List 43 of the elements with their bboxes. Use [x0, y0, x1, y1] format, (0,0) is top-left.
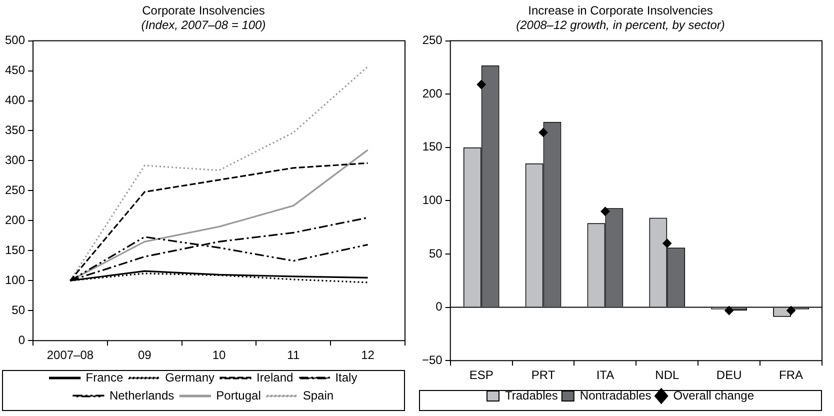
legend-label: Germany: [165, 370, 215, 384]
x-tick-label: 10: [212, 348, 226, 362]
legend-label: Portugal: [216, 388, 261, 402]
legend-label: Italy: [335, 370, 358, 384]
y-tick-label: 100: [422, 193, 443, 208]
y-tick-label: 400: [4, 93, 26, 108]
x-tick-label: 09: [138, 348, 152, 362]
y-tick-label: 500: [4, 33, 26, 48]
y-tick-label: 450: [4, 63, 26, 78]
chart-title: Increase in Corporate Insolvencies: [528, 4, 713, 18]
legend-label: Spain: [302, 388, 334, 402]
legend-label: Netherlands: [109, 388, 174, 402]
y-tick-label: 300: [4, 153, 26, 168]
x-tick-label: 2007–08: [46, 348, 94, 362]
x-tick-label: 11: [287, 348, 300, 362]
chart-subtitle: (2008–12 growth, in percent, by sector): [516, 18, 725, 32]
y-tick-label: 100: [4, 272, 26, 287]
y-tick-label: 0: [436, 300, 443, 314]
y-tick-label: −50: [422, 352, 443, 367]
x-tick-label: DEU: [716, 368, 742, 382]
y-tick-label: 250: [4, 183, 26, 198]
x-tick-label: FRA: [779, 368, 804, 382]
legend-label: Nontradables: [580, 388, 652, 402]
y-tick-label: 50: [12, 302, 26, 317]
y-tick-label: 50: [428, 246, 443, 260]
x-tick-label: NDL: [655, 368, 680, 382]
legend-label: Tradables: [504, 388, 558, 402]
y-tick-label: 150: [422, 140, 443, 154]
legend-label: Overall change: [673, 388, 754, 402]
y-tick-label: 350: [4, 123, 26, 138]
legend-label: Ireland: [256, 370, 294, 384]
legend-label: France: [86, 370, 124, 384]
x-tick-label: 12: [361, 348, 375, 362]
x-tick-label: PRT: [531, 368, 556, 382]
y-tick-label: 200: [422, 86, 443, 100]
y-tick-label: 150: [4, 242, 26, 257]
y-tick-label: 250: [422, 33, 443, 48]
chart-title: Corporate Insolvencies: [142, 4, 265, 18]
x-tick-label: ESP: [469, 368, 494, 382]
y-tick-label: 0: [18, 332, 26, 347]
chart-subtitle: (Index, 2007–08 = 100): [141, 18, 266, 32]
x-tick-label: ITA: [596, 368, 614, 382]
y-tick-label: 200: [4, 212, 26, 227]
